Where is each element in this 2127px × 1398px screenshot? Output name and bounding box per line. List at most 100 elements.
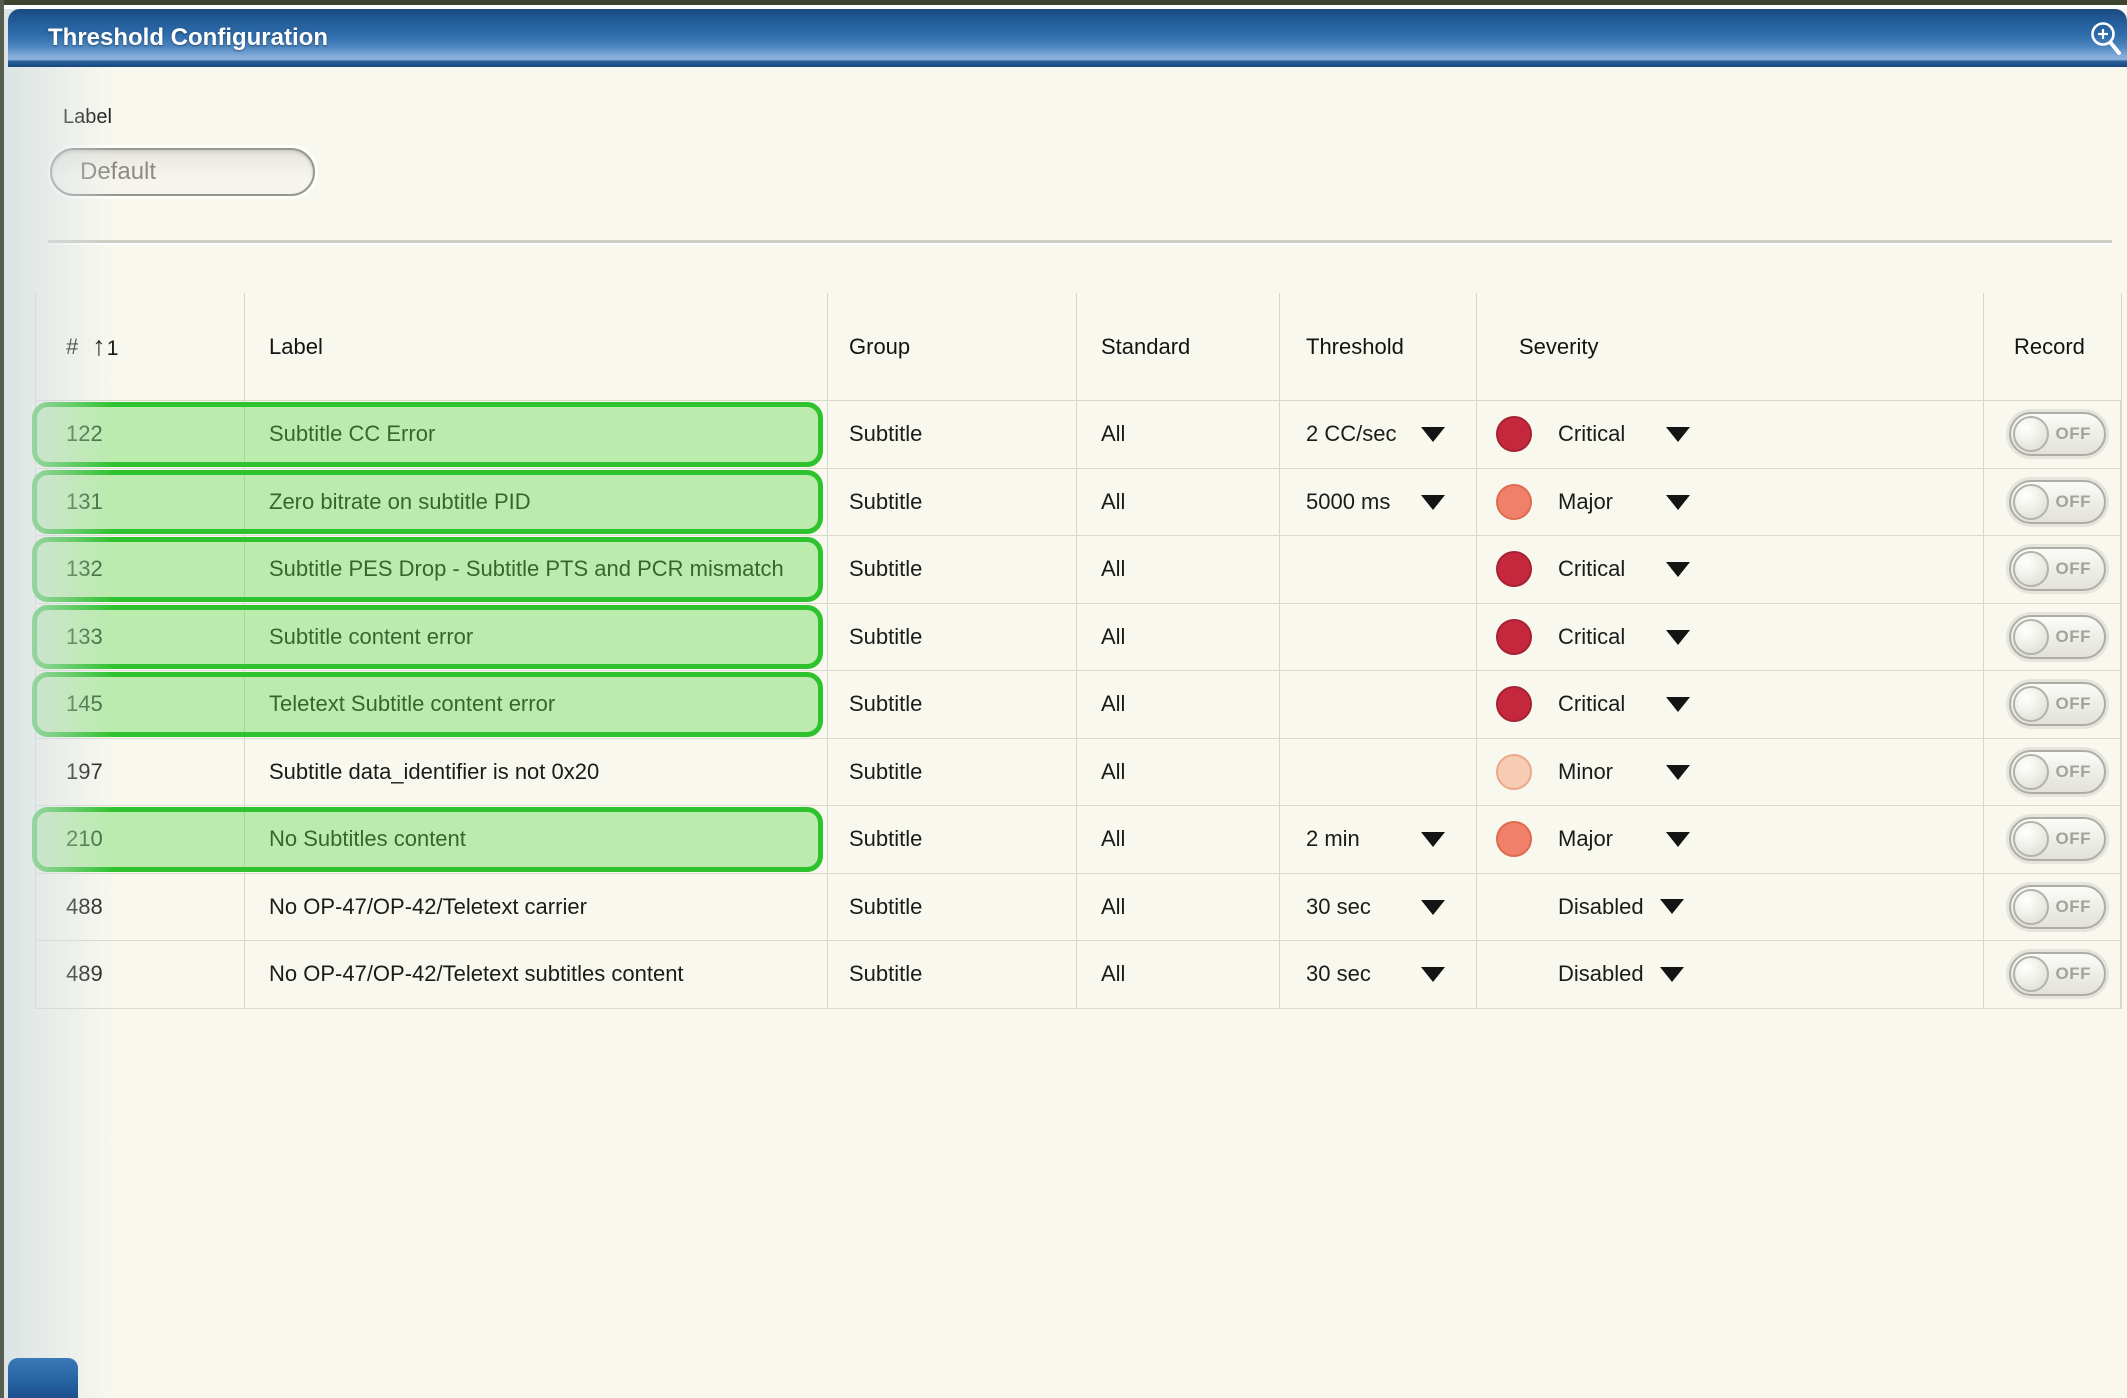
label-field-caption: Label	[63, 106, 112, 128]
cell-label: Subtitle PES Drop - Subtitle PTS and PCR…	[245, 536, 828, 603]
cell-record: OFF	[1984, 603, 2121, 670]
severity-indicator-icon	[1496, 551, 1532, 588]
column-header-group[interactable]: Group	[828, 293, 1077, 400]
toggle-state-label: OFF	[2055, 694, 2091, 714]
dropdown-arrow-icon	[1659, 966, 1684, 982]
column-header-record[interactable]: Record	[2014, 333, 2085, 359]
cell-label: No Subtitles content	[245, 806, 828, 873]
severity-dropdown[interactable]: Critical	[1477, 671, 1984, 738]
cell-number: 489	[36, 941, 245, 1008]
threshold-dropdown[interactable]: 5000 ms	[1280, 468, 1477, 535]
cell-number: 132	[36, 536, 245, 603]
threshold-value: 2 CC/sec	[1306, 421, 1397, 447]
cell-record: OFF	[1984, 738, 2121, 805]
dropdown-arrow-icon	[1666, 764, 1690, 780]
severity-dropdown[interactable]: Critical	[1477, 401, 1984, 468]
table-row[interactable]: 131 Zero bitrate on subtitle PID Subtitl…	[32, 468, 2121, 536]
threshold-dropdown[interactable]: 2 CC/sec	[1280, 401, 1477, 468]
magnifier-zoom-icon[interactable]	[2083, 19, 2125, 63]
table-row[interactable]: 197 Subtitle data_identifier is not 0x20…	[36, 738, 2121, 806]
table-row[interactable]: 132 Subtitle PES Drop - Subtitle PTS and…	[32, 536, 2121, 604]
toggle-knob	[2013, 686, 2049, 723]
record-toggle[interactable]: OFF	[2009, 614, 2106, 659]
threshold-dropdown[interactable]	[1280, 536, 1477, 603]
label-input[interactable]: Default	[50, 148, 315, 196]
column-header-standard[interactable]: Standard	[1077, 293, 1280, 400]
cell-standard: All	[1077, 536, 1280, 603]
cell-standard: All	[1077, 873, 1280, 940]
cell-label: Subtitle CC Error	[245, 401, 828, 468]
table-row[interactable]: 489 No OP-47/OP-42/Teletext subtitles co…	[36, 941, 2121, 1009]
cell-record: OFF	[1984, 671, 2121, 738]
cell-record: OFF	[1984, 401, 2121, 468]
cell-record: OFF	[1984, 806, 2121, 873]
next-panel-titlebar[interactable]	[8, 1358, 78, 1398]
toggle-knob	[2013, 753, 2049, 790]
threshold-dropdown[interactable]	[1280, 738, 1477, 805]
severity-dropdown[interactable]: Major	[1477, 468, 1984, 535]
table-row[interactable]: 210 No Subtitles content Subtitle All 2 …	[32, 806, 2121, 874]
cell-standard: All	[1077, 401, 1280, 468]
cell-group: Subtitle	[828, 603, 1077, 670]
dropdown-arrow-icon	[1666, 832, 1690, 848]
toggle-state-label: OFF	[2055, 896, 2091, 916]
column-header-severity[interactable]: Severity	[1477, 293, 1984, 400]
record-toggle[interactable]: OFF	[2009, 479, 2106, 524]
severity-value: Major	[1558, 826, 1614, 852]
column-header-threshold[interactable]: Threshold	[1280, 293, 1477, 400]
severity-dropdown[interactable]: Critical	[1477, 603, 1984, 670]
threshold-dropdown[interactable]	[1280, 603, 1477, 670]
record-toggle[interactable]: OFF	[2009, 884, 2106, 929]
dropdown-arrow-icon	[1421, 967, 1445, 983]
dropdown-arrow-icon	[1666, 427, 1690, 443]
severity-dropdown[interactable]: Disabled	[1477, 873, 1984, 940]
dropdown-arrow-icon	[1421, 494, 1445, 510]
threshold-dropdown[interactable]: 2 min	[1280, 806, 1477, 873]
threshold-value: 5000 ms	[1306, 488, 1391, 514]
cell-record: OFF	[1984, 873, 2121, 940]
cell-group: Subtitle	[828, 806, 1077, 873]
record-toggle[interactable]: OFF	[2009, 817, 2106, 862]
column-header-number[interactable]: # ↑ 1	[36, 293, 245, 400]
toggle-knob	[2013, 888, 2049, 925]
severity-indicator-icon	[1496, 483, 1532, 520]
dropdown-arrow-icon	[1421, 899, 1445, 915]
dropdown-arrow-icon	[1666, 629, 1690, 645]
cell-standard: All	[1077, 738, 1280, 805]
record-toggle[interactable]: OFF	[2009, 749, 2106, 794]
severity-value: Critical	[1558, 623, 1626, 649]
threshold-dropdown[interactable]	[1280, 671, 1477, 738]
severity-indicator-icon	[1496, 686, 1532, 723]
toggle-knob	[2013, 956, 2049, 993]
threshold-dropdown[interactable]: 30 sec	[1280, 941, 1477, 1008]
severity-dropdown[interactable]: Critical	[1477, 536, 1984, 603]
severity-value: Critical	[1558, 556, 1626, 582]
cell-standard: All	[1077, 468, 1280, 535]
cell-label: No OP-47/OP-42/Teletext carrier	[245, 873, 828, 940]
record-toggle[interactable]: OFF	[2009, 547, 2106, 592]
table-row[interactable]: 488 No OP-47/OP-42/Teletext carrier Subt…	[36, 873, 2121, 941]
table-row[interactable]: 122 Subtitle CC Error Subtitle All 2 CC/…	[32, 401, 2121, 469]
severity-value: Major	[1558, 488, 1614, 514]
severity-dropdown[interactable]: Minor	[1477, 738, 1984, 805]
dropdown-arrow-icon	[1659, 899, 1684, 915]
severity-dropdown[interactable]: Major	[1477, 806, 1984, 873]
threshold-value: 2 min	[1306, 826, 1360, 852]
cell-standard: All	[1077, 671, 1280, 738]
dropdown-arrow-icon	[1421, 427, 1445, 443]
column-header-label[interactable]: Label	[245, 293, 828, 400]
severity-value: Disabled	[1558, 961, 1644, 987]
record-toggle[interactable]: OFF	[2009, 412, 2106, 457]
dropdown-arrow-icon	[1666, 697, 1690, 713]
toggle-state-label: OFF	[2055, 626, 2091, 646]
threshold-dropdown[interactable]: 30 sec	[1280, 873, 1477, 940]
panel-titlebar: Threshold Configuration	[8, 9, 2127, 67]
cell-group: Subtitle	[828, 941, 1077, 1008]
table-row[interactable]: 133 Subtitle content error Subtitle All …	[32, 603, 2121, 671]
table-row[interactable]: 145 Teletext Subtitle content error Subt…	[32, 671, 2121, 739]
cell-number: 488	[36, 873, 245, 940]
record-toggle[interactable]: OFF	[2009, 682, 2106, 727]
record-toggle[interactable]: OFF	[2009, 952, 2106, 997]
sort-arrow-icon: ↑	[92, 330, 106, 361]
severity-dropdown[interactable]: Disabled	[1477, 941, 1984, 1008]
